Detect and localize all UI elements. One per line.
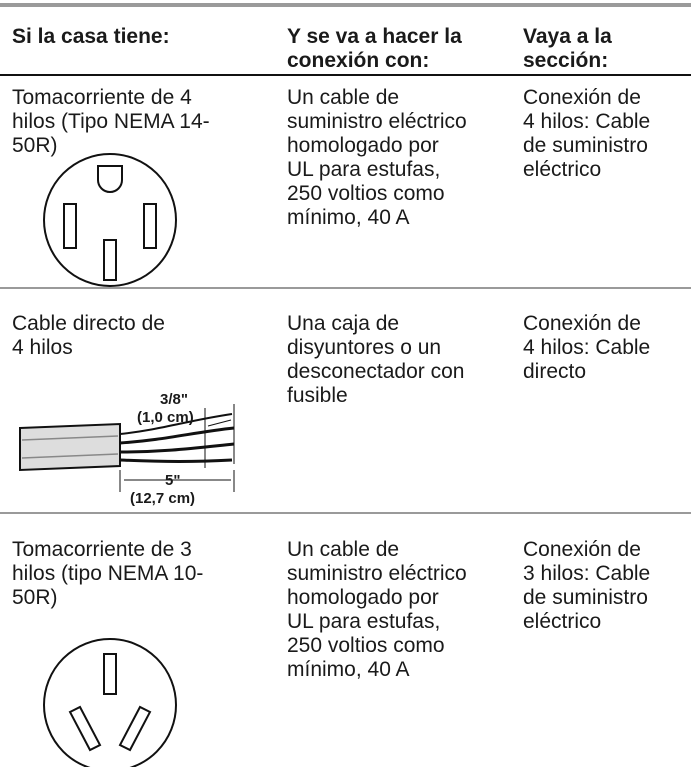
row-rule [0, 287, 691, 289]
outlet-4-wire [43, 153, 177, 287]
cell-text: de suministro [523, 134, 648, 157]
cell-text: directo [523, 360, 586, 383]
cell-text: 250 voltios como [287, 182, 445, 205]
cell-text: homologado por [287, 586, 439, 609]
cell-text: homologado por [287, 134, 439, 157]
cell-text: suministro eléctrico [287, 110, 467, 133]
cell-text: eléctrico [523, 610, 601, 633]
cell-text: disyuntores o un [287, 336, 441, 359]
cell-text: UL para estufas, [287, 610, 440, 633]
cell-text: fusible [287, 384, 348, 407]
cell-text: Una caja de [287, 312, 399, 335]
cell-text: suministro eléctrico [287, 562, 467, 585]
table-cells: Si la casa tiene: Y se va a hacer laconex… [12, 25, 650, 681]
cell-text: Un cable de [287, 86, 399, 109]
cell-text: mínimo, 40 A [287, 206, 410, 229]
cable-drawing: 3/8" (1,0 cm) 5" (12,7 cm) [19, 391, 235, 507]
cell-text: Conexión de [523, 538, 641, 561]
header-text: conexión con: [287, 49, 429, 72]
header-text: Y se va a hacer la [287, 25, 462, 48]
cell-text: 3 hilos: Cable [523, 562, 650, 585]
header-text: Vaya a la [523, 25, 612, 48]
cell-text: Conexión de [523, 312, 641, 335]
cell-text: desconectador con [287, 360, 464, 383]
cell-text: mínimo, 40 A [287, 658, 410, 681]
cell-text: 4 hilos: Cable [523, 110, 650, 133]
dimension-label: 5" [165, 472, 180, 489]
row-rule [0, 512, 691, 514]
cell-text: Tomacorriente de 3 [12, 538, 192, 561]
cell-text: 50R) [12, 134, 58, 157]
cell-text: Cable directo de [12, 312, 165, 335]
header-text: Si la casa tiene: [12, 25, 170, 48]
cell-text: 4 hilos [12, 336, 73, 359]
dimension-label: (12,7 cm) [130, 490, 195, 507]
header-rule [0, 74, 691, 76]
cell-text: eléctrico [523, 158, 601, 181]
outlet-3-wire [43, 638, 177, 767]
cell-text: Un cable de [287, 538, 399, 561]
top-rule [0, 3, 691, 7]
cell-text: Tomacorriente de 4 [12, 86, 192, 109]
cell-text: de suministro [523, 586, 648, 609]
dimension-label: (1,0 cm) [137, 409, 194, 426]
cell-text: 50R) [12, 586, 58, 609]
cell-text: 250 voltios como [287, 634, 445, 657]
cell-text: 4 hilos: Cable [523, 336, 650, 359]
cell-text: Conexión de [523, 86, 641, 109]
header-text: sección: [523, 49, 608, 72]
dimension-label: 3/8" [160, 391, 188, 408]
cell-text: hilos (Tipo NEMA 14- [12, 110, 210, 133]
cell-text: hilos (tipo NEMA 10- [12, 562, 203, 585]
cell-text: UL para estufas, [287, 158, 440, 181]
